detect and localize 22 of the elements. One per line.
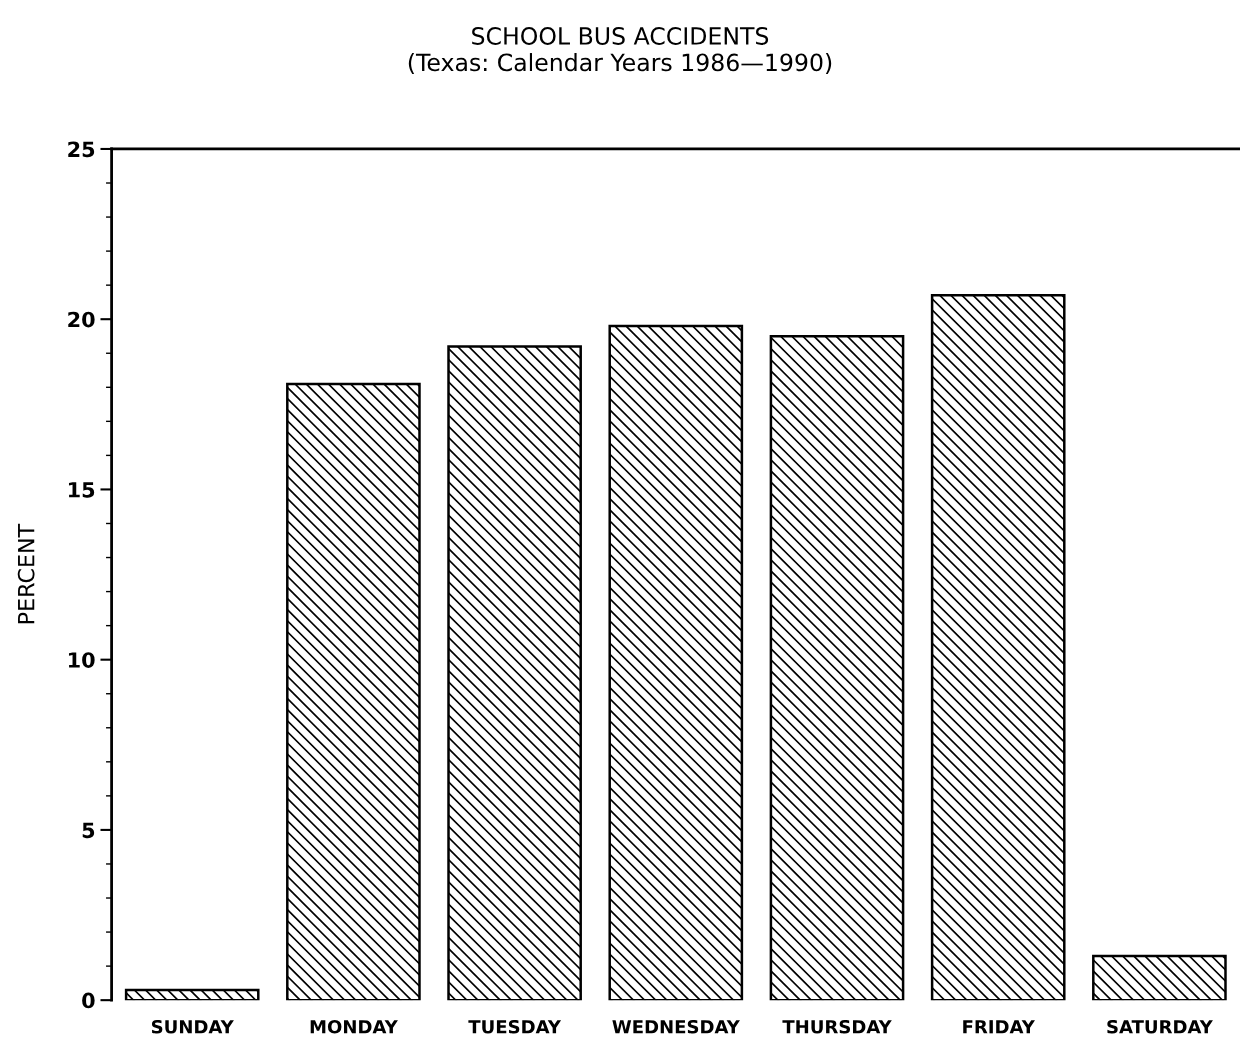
x-tick-label: SUNDAY bbox=[151, 1019, 234, 1034]
x-tick-label: TUESDAY bbox=[468, 1019, 562, 1034]
chart-title: SCHOOL BUS ACCIDENTS (Texas: Calendar Years 1986—1990) bbox=[408, 27, 832, 75]
bar bbox=[608, 324, 744, 1001]
bar bbox=[447, 345, 582, 1001]
y-tick-label: 15 bbox=[68, 482, 95, 498]
y-tick-label: 0 bbox=[82, 992, 95, 1009]
x-tick-label: WEDNESDAY bbox=[612, 1019, 740, 1034]
y-axis-title: PERCENT bbox=[17, 523, 35, 624]
y-tick-label: 5 bbox=[82, 822, 95, 839]
bar bbox=[1092, 954, 1227, 1001]
bar bbox=[286, 382, 421, 1001]
x-tick-label: THURSDAY bbox=[782, 1019, 892, 1034]
x-tick-label: FRIDAY bbox=[963, 1020, 1035, 1034]
y-tick-label: 10 bbox=[68, 652, 95, 668]
x-tick-label: SATURDAY bbox=[1107, 1019, 1213, 1034]
bar bbox=[769, 334, 905, 1001]
x-tick-label: MONDAY bbox=[310, 1019, 398, 1034]
y-tick-label: 25 bbox=[68, 141, 95, 158]
bar bbox=[930, 294, 1066, 1001]
y-tick-label: 20 bbox=[68, 311, 95, 328]
bar bbox=[124, 988, 260, 1001]
